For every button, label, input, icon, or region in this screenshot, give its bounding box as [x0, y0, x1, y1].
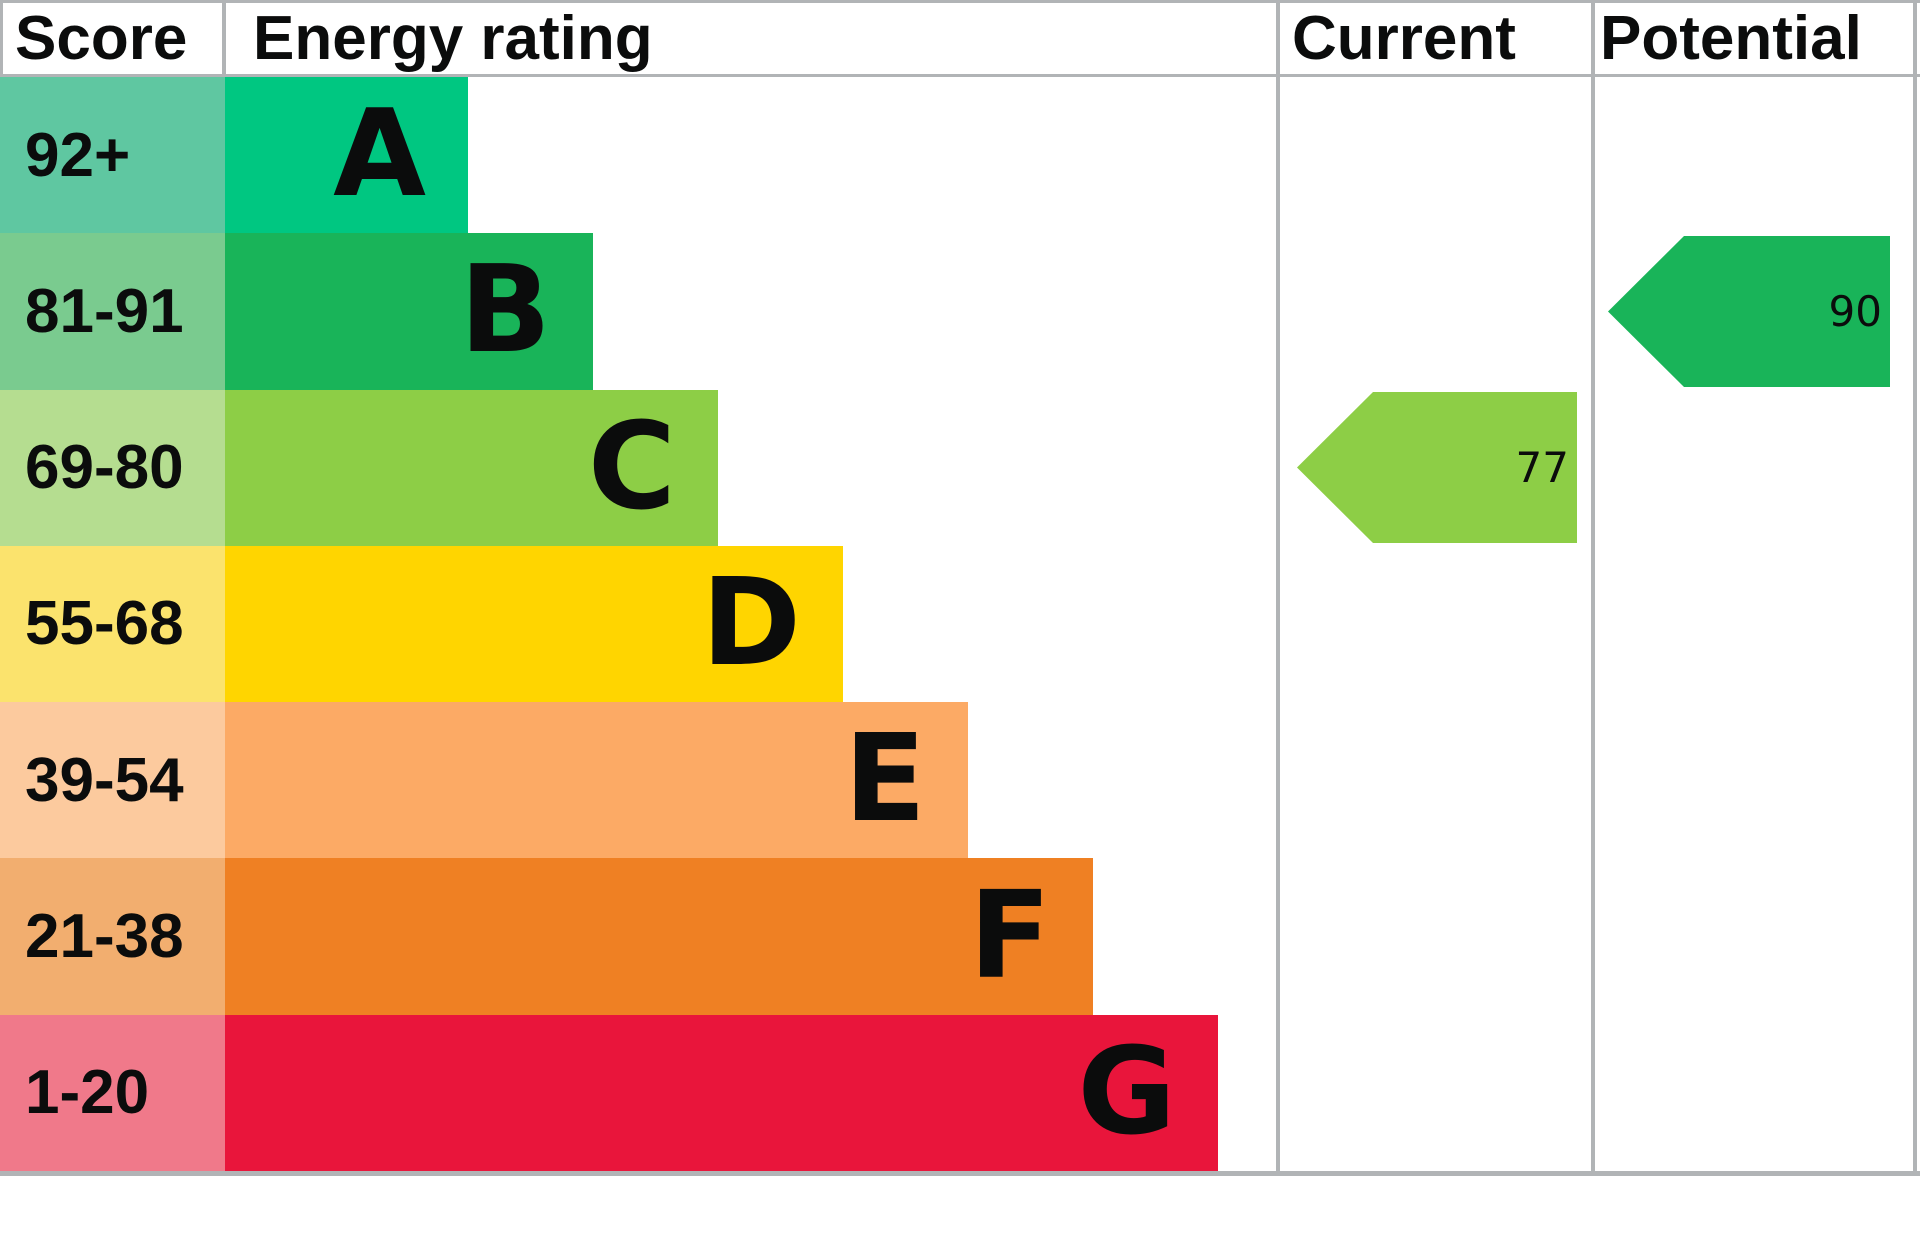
band-letter-e: E: [844, 710, 926, 850]
band-bar-c: C: [225, 389, 718, 546]
band-letter-b: B: [459, 241, 551, 381]
band-bar-g: G: [225, 1014, 1218, 1171]
column-header-current: Current: [1292, 4, 1516, 73]
current-column-left-border: [1276, 0, 1280, 1171]
band-letter-g: G: [1077, 1022, 1177, 1162]
table-border-bottom: [0, 1171, 1920, 1176]
band-row-b: 81-91 B: [0, 233, 1280, 390]
column-header-potential: Potential: [1600, 4, 1862, 73]
potential-rating-value: 90: [1828, 286, 1882, 336]
band-letter-d: D: [701, 553, 801, 693]
column-header-energy-rating: Energy rating: [253, 4, 653, 73]
band-row-e: 39-54 E: [0, 702, 1280, 859]
band-letter-f: F: [969, 866, 1051, 1006]
score-range-b: 81-91: [0, 233, 225, 390]
score-range-g: 1-20: [0, 1014, 225, 1171]
band-bar-d: D: [225, 545, 843, 703]
band-row-d: 55-68 D: [0, 545, 1280, 703]
band-row-f: 21-38 F: [0, 858, 1280, 1015]
band-row-c: 69-80 C: [0, 389, 1280, 546]
band-letter-a: A: [333, 85, 426, 225]
band-bar-f: F: [225, 858, 1093, 1015]
score-range-d: 55-68: [0, 545, 225, 703]
band-bar-b: B: [225, 233, 593, 390]
column-header-score: Score: [15, 4, 188, 73]
potential-column-left-border: [1591, 0, 1595, 1171]
score-range-a: 92+: [0, 77, 225, 234]
current-rating-value: 77: [1515, 442, 1569, 492]
potential-rating-arrow: 90: [1608, 236, 1890, 387]
header-bottom-border: [0, 74, 1920, 77]
score-range-f: 21-38: [0, 858, 225, 1015]
band-row-a: 92+ A: [0, 77, 1280, 234]
band-letter-c: C: [587, 397, 676, 537]
score-column-divider: [222, 0, 226, 77]
band-bar-e: E: [225, 702, 968, 859]
current-rating-arrow: 77: [1297, 392, 1577, 543]
table-border-top: [0, 0, 1920, 3]
score-range-e: 39-54: [0, 702, 225, 859]
header-left-border: [0, 0, 3, 77]
band-bar-a: A: [225, 77, 468, 234]
rating-bands: 92+ A 81-91 B 69-80 C 55-68 D 39-54: [0, 77, 1280, 1171]
band-row-g: 1-20 G: [0, 1014, 1280, 1171]
table-right-border: [1913, 0, 1917, 1171]
score-range-c: 69-80: [0, 389, 225, 546]
